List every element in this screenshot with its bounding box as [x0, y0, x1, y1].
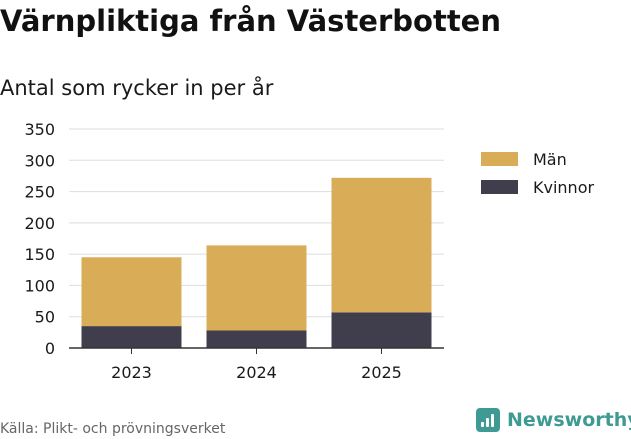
- bar-2023-series-1: [81, 257, 182, 327]
- y-tick-label-100: 100: [24, 276, 55, 295]
- axes: 0 50 100 150 200 250 300 350 2023 2024 2025: [24, 120, 444, 382]
- bars: [81, 177, 432, 348]
- legend-swatch-kvinnor: [481, 180, 518, 194]
- legend-label-kvinnor: Kvinnor: [533, 177, 595, 197]
- y-tick-label-150: 150: [24, 245, 55, 264]
- y-tick-label-50: 50: [35, 308, 55, 327]
- stacked-bar-chart: 0 50 100 150 200 250 300 350 2023 2024 2025: [24, 120, 444, 382]
- brand-logo: Newsworthy: [476, 408, 631, 432]
- chart-subtitle: Antal som rycker in per år: [0, 76, 274, 100]
- x-tick-label-2023: 2023: [111, 363, 152, 382]
- x-tick-label-2024: 2024: [236, 363, 277, 382]
- legend: Män Kvinnor: [481, 146, 594, 202]
- bar-2025-series-0: [331, 312, 432, 348]
- chart-title: Värnpliktiga från Västerbotten: [0, 4, 502, 38]
- source-note: Källa: Plikt- och prövningsverket: [0, 421, 226, 437]
- legend-label-man: Män: [533, 149, 567, 169]
- bar-2024-series-1: [206, 245, 307, 331]
- y-tick-label-200: 200: [24, 214, 55, 233]
- bar-chart-icon: [476, 408, 500, 432]
- legend-item-kvinnor: Kvinnor: [481, 174, 594, 200]
- brand-name: Newsworthy: [507, 409, 631, 431]
- y-tick-label-350: 350: [24, 120, 55, 139]
- bar-2023-series-0: [81, 326, 182, 348]
- y-tick-label-0: 0: [45, 339, 55, 358]
- legend-item-man: Män: [481, 146, 594, 172]
- bar-2025-series-1: [331, 177, 432, 313]
- y-tick-label-300: 300: [24, 151, 55, 170]
- legend-swatch-man: [481, 152, 518, 166]
- y-tick-label-250: 250: [24, 183, 55, 202]
- x-tick-label-2025: 2025: [361, 363, 402, 382]
- bar-2024-series-0: [206, 330, 307, 348]
